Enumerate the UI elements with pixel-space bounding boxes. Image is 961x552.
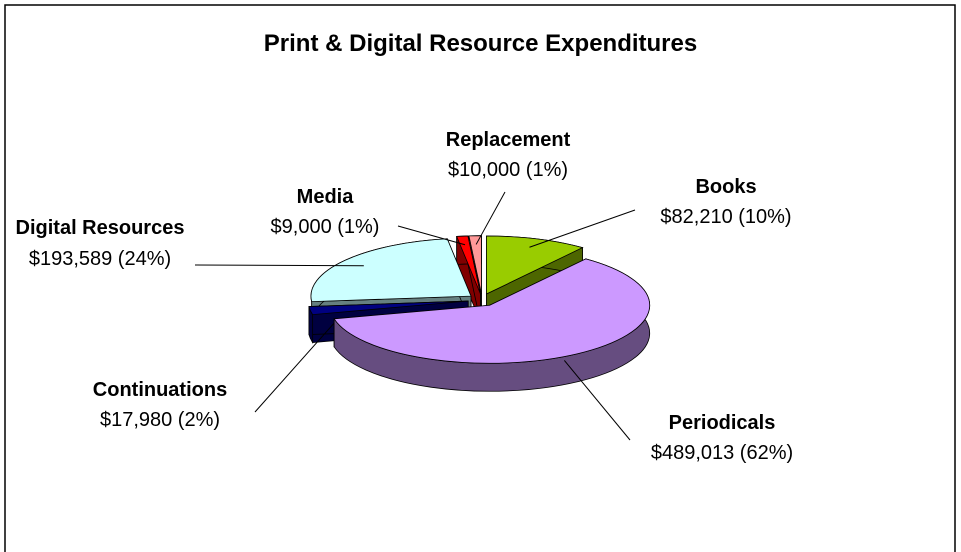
category-name: Replacement bbox=[445, 129, 571, 151]
leader-line bbox=[397, 225, 466, 246]
chart-title: Print & Digital Resource Expenditures bbox=[263, 30, 698, 57]
slice-label: Books $82,210 (10%) bbox=[636, 172, 816, 232]
slice-label: Media $9,000 (1%) bbox=[240, 182, 410, 242]
category-name: Digital Resources bbox=[15, 217, 185, 239]
leader-line bbox=[563, 360, 631, 441]
category-name: Books bbox=[695, 176, 757, 198]
value-label: $17,980 (2%) bbox=[99, 409, 221, 431]
slice bbox=[310, 238, 472, 303]
leader-line bbox=[475, 191, 506, 245]
category-name: Continuations bbox=[92, 379, 228, 401]
slice bbox=[486, 235, 584, 295]
value-label: $10,000 (1%) bbox=[447, 159, 569, 181]
value-label: $82,210 (10%) bbox=[660, 206, 792, 228]
slice bbox=[308, 300, 469, 316]
leader-line bbox=[254, 322, 335, 413]
slice bbox=[456, 235, 481, 294]
slice-label: Digital Resources $193,589 (24%) bbox=[15, 212, 185, 274]
value-label: $489,013 (62%) bbox=[650, 442, 794, 464]
category-name: Periodicals bbox=[668, 412, 776, 434]
slice-label: Continuations $17,980 (2%) bbox=[60, 375, 260, 435]
slice-label: Replacement $10,000 (1%) bbox=[413, 125, 603, 185]
slice-label: Periodicals $489,013 (62%) bbox=[622, 408, 822, 468]
slice bbox=[333, 258, 651, 364]
value-label: $193,589 (24%) bbox=[28, 248, 172, 270]
leader-line bbox=[529, 209, 636, 248]
value-label: $9,000 (1%) bbox=[270, 216, 380, 238]
leader-line bbox=[194, 264, 364, 267]
category-name: Media bbox=[296, 186, 354, 208]
